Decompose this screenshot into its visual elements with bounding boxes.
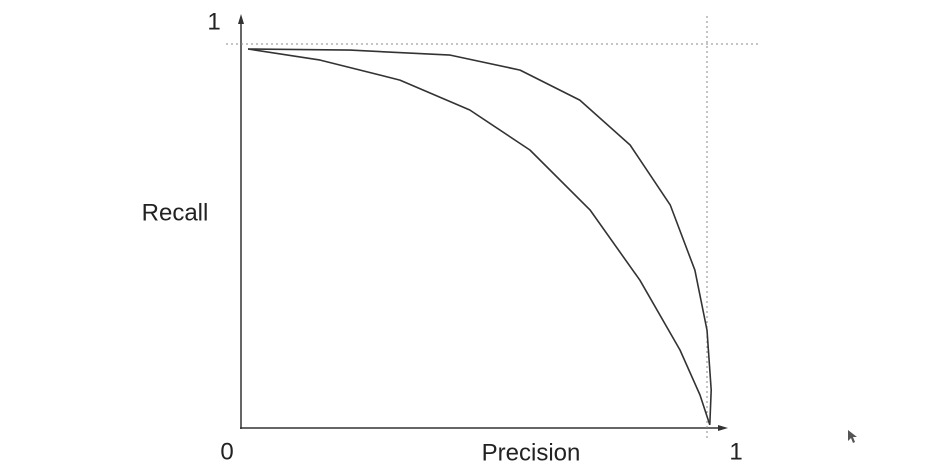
x-axis-arrow xyxy=(718,425,728,431)
x-tick-label: 1 xyxy=(729,438,742,465)
x-tick-label: 0 xyxy=(220,438,233,465)
curve xyxy=(247,48,713,425)
curve xyxy=(247,48,711,426)
mouse-cursor xyxy=(848,430,857,443)
y-axis-label: Recall xyxy=(142,199,209,226)
y-axis-arrow xyxy=(238,14,244,24)
y-tick-label: 1 xyxy=(207,8,220,35)
x-axis-label: Precision xyxy=(482,439,581,466)
